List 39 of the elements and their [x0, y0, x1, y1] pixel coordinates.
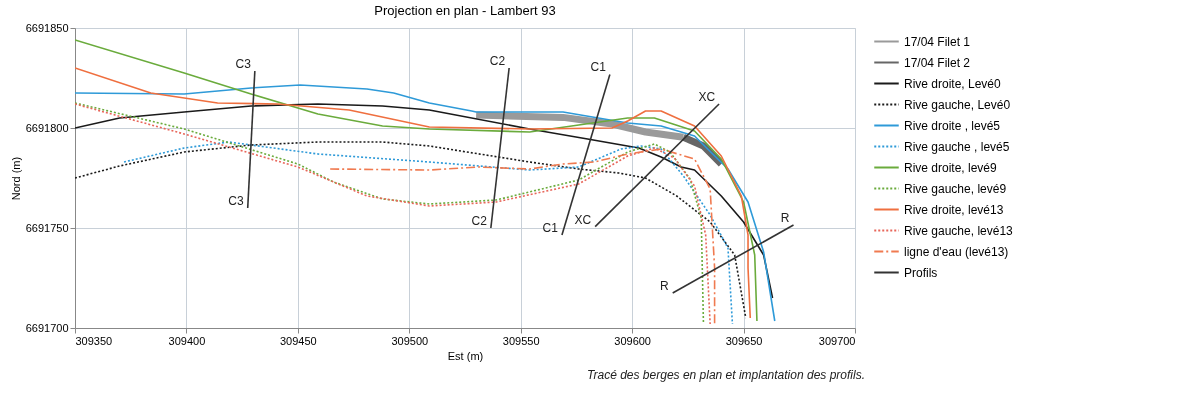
- annotation: XC: [698, 90, 716, 104]
- annotation: C1: [542, 221, 559, 235]
- y-tick-label: 6691700: [25, 321, 69, 334]
- y-tick-label: 6691800: [25, 121, 69, 134]
- x-tick-label: 309650: [725, 334, 763, 347]
- x-tick-label: 309700: [818, 334, 856, 347]
- legend-label: Rive droite, levé13: [904, 202, 1004, 217]
- x-tick-label: 309400: [168, 334, 206, 347]
- annotation: C1: [590, 60, 607, 75]
- x-tick-label: 309550: [502, 334, 540, 347]
- legend-label: 17/04 Filet 2: [904, 55, 971, 70]
- legend-label: Rive gauche, levé13: [904, 223, 1014, 238]
- annotation: XC: [574, 212, 592, 227]
- y-tick-label: 6691750: [25, 221, 69, 234]
- annotation: R: [780, 211, 790, 225]
- legend-label: Profils: [904, 265, 938, 280]
- y-axis-title: Nord (m): [9, 156, 22, 201]
- text: Tracé des berges en plan et implantation des profils.: [587, 368, 865, 382]
- legend-label: Rive droite, levé9: [904, 160, 998, 175]
- legend-label: Rive droite , levé5: [904, 118, 1001, 133]
- line-series: [75, 103, 774, 299]
- annotation: C3: [235, 57, 252, 71]
- legend-label: Rive gauche, levé9: [904, 181, 1007, 196]
- annotation: C3: [228, 194, 245, 208]
- annotation: C2: [489, 54, 506, 68]
- chart-title: Projection en plan - Lambert 93: [374, 3, 556, 18]
- legend-label: Rive gauche , levé5: [904, 139, 1010, 154]
- x-tick-label: 309500: [391, 334, 429, 347]
- annotation: R: [660, 279, 670, 293]
- x-tick-label: 309600: [614, 334, 651, 347]
- legend-label: 17/04 Filet 1: [904, 34, 971, 49]
- x-tick-label: 309450: [280, 334, 317, 347]
- x-axis-title: Est (m): [447, 349, 484, 362]
- annotation: C2: [471, 214, 488, 228]
- legend-label: Rive droite, Levé0: [904, 76, 1002, 91]
- y-tick-label: 6691850: [25, 21, 69, 34]
- x-tick-label: 309350: [75, 334, 113, 347]
- legend-label: ligne d'eau (levé13): [904, 244, 1009, 259]
- legend-label: Rive gauche, Levé0: [904, 97, 1011, 112]
